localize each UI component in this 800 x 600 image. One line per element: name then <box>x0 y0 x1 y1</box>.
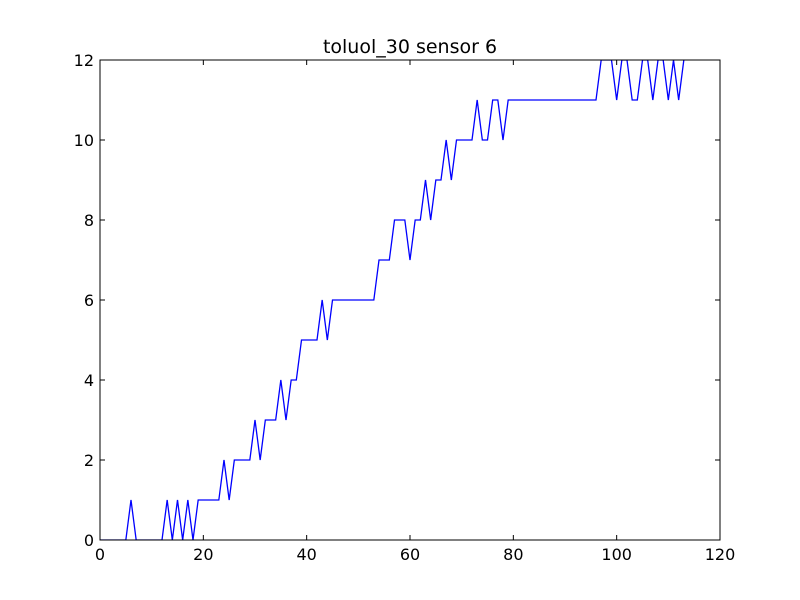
x-tick-label: 100 <box>601 545 632 564</box>
y-tick-label: 0 <box>84 531 94 550</box>
series-line <box>100 60 685 540</box>
x-tick-label: 120 <box>705 545 736 564</box>
x-tick-label: 60 <box>400 545 420 564</box>
x-tick-label: 20 <box>193 545 213 564</box>
chart-title: toluol_30 sensor 6 <box>323 36 497 58</box>
y-tick-label: 10 <box>74 131 94 150</box>
y-tick-label: 2 <box>84 451 94 470</box>
x-tick-label: 0 <box>95 545 105 564</box>
x-tick-label: 80 <box>503 545 523 564</box>
y-tick-label: 12 <box>74 51 94 70</box>
y-tick-label: 6 <box>84 291 94 310</box>
x-tick-label: 40 <box>296 545 316 564</box>
plot-frame <box>99 59 721 541</box>
y-tick-label: 8 <box>84 211 94 230</box>
y-tick-label: 4 <box>84 371 94 390</box>
